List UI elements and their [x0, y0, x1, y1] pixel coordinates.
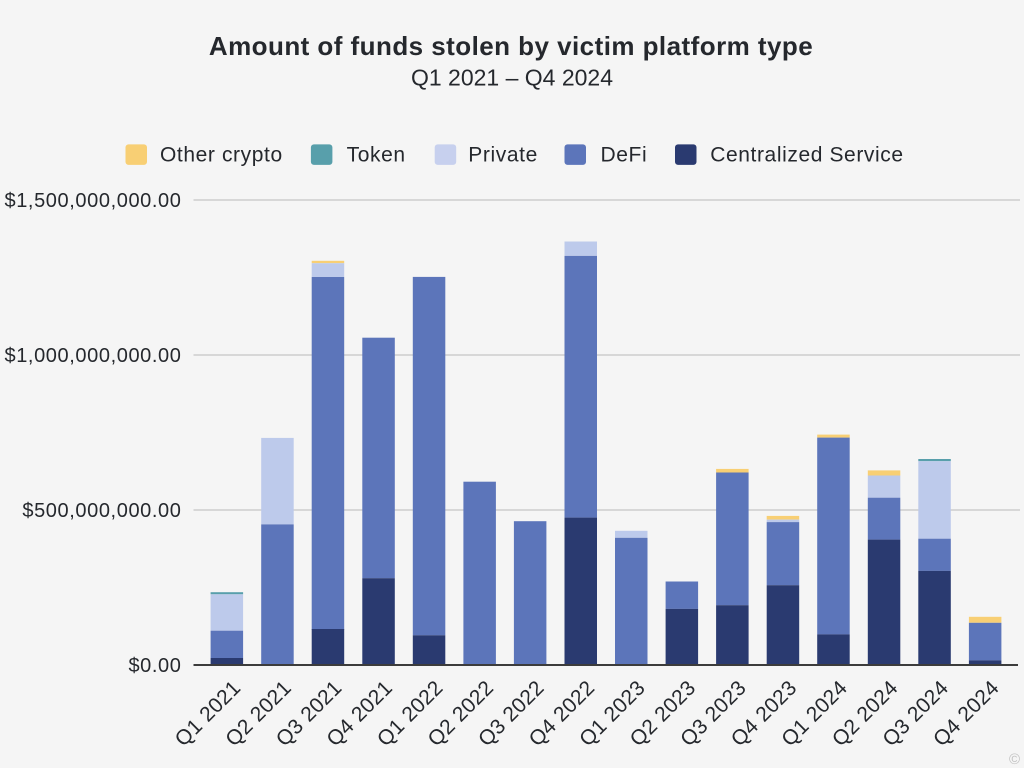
svg-text:Centralized Service: Centralized Service — [710, 144, 903, 167]
svg-text:$500,000,000.00: $500,000,000.00 — [22, 500, 181, 522]
svg-text:DeFi: DeFi — [601, 144, 648, 167]
svg-text:Private: Private — [468, 144, 538, 167]
svg-text:Amount of funds stolen by vict: Amount of funds stolen by victim platfor… — [209, 31, 813, 61]
svg-text:Q1 2021 – Q4 2024: Q1 2021 – Q4 2024 — [411, 65, 613, 91]
svg-text:Other crypto: Other crypto — [160, 144, 283, 167]
svg-text:$1,000,000,000.00: $1,000,000,000.00 — [4, 345, 181, 367]
svg-text:$1,500,000,000.00: $1,500,000,000.00 — [4, 190, 181, 212]
svg-text:$0.00: $0.00 — [128, 655, 181, 677]
svg-text:Token: Token — [347, 144, 406, 167]
svg-text:©: © — [1009, 751, 1020, 768]
